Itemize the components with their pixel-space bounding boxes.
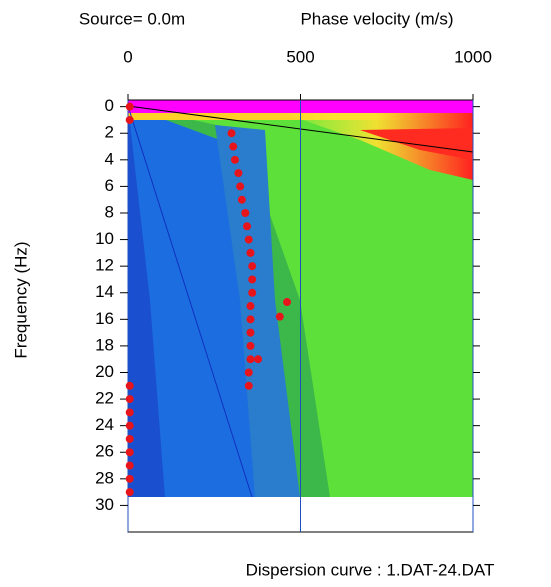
y-tick-label: 14: [95, 282, 114, 301]
point: [254, 355, 263, 364]
point: [234, 169, 243, 178]
point: [125, 115, 134, 124]
chart-title: Source= 0.0m: [79, 9, 185, 28]
point: [244, 381, 253, 390]
y-tick-label: 0: [105, 96, 114, 115]
point: [230, 155, 239, 164]
point: [227, 129, 236, 138]
point: [236, 182, 245, 191]
y-tick-label: 6: [105, 176, 114, 195]
y-tick-label: 2: [105, 123, 114, 142]
point: [125, 474, 134, 483]
y-tick-label: 28: [95, 468, 114, 487]
point: [125, 448, 134, 457]
point: [248, 288, 257, 297]
point: [241, 208, 250, 217]
point: [246, 355, 255, 364]
caption: Dispersion curve : 1.DAT-24.DAT: [246, 560, 495, 579]
x-tick-label: 1000: [454, 47, 492, 66]
point: [248, 262, 257, 271]
x-axis-label: Phase velocity (m/s): [300, 9, 453, 28]
point: [237, 195, 246, 204]
point: [246, 248, 255, 257]
y-tick-label: 4: [105, 149, 114, 168]
point: [248, 275, 257, 284]
y-tick-label: 16: [95, 309, 114, 328]
x-tick-label: 0: [123, 47, 132, 66]
point: [246, 315, 255, 324]
y-tick-label: 20: [95, 362, 114, 381]
point: [275, 312, 284, 321]
point: [283, 298, 292, 307]
point: [125, 434, 134, 443]
y-tick-label: 26: [95, 442, 114, 461]
point: [125, 408, 134, 417]
point: [125, 102, 134, 111]
point: [246, 328, 255, 337]
x-tick-label: 500: [286, 47, 314, 66]
point: [229, 142, 238, 151]
y-axis-label: Frequency (Hz): [11, 241, 30, 358]
y-tick-label: 30: [95, 495, 114, 514]
y-tick-label: 24: [95, 415, 114, 434]
y-tick-label: 12: [95, 256, 114, 275]
y-tick-label: 18: [95, 335, 114, 354]
point: [243, 222, 252, 231]
point: [125, 381, 134, 390]
reference-line: [127, 105, 253, 498]
y-tick-label: 10: [95, 229, 114, 248]
point: [125, 395, 134, 404]
y-tick-label: 22: [95, 389, 114, 408]
point: [125, 461, 134, 470]
point: [125, 488, 134, 497]
point: [125, 421, 134, 430]
y-tick-label: 8: [105, 202, 114, 221]
point: [244, 368, 253, 377]
point: [244, 235, 253, 244]
point: [246, 341, 255, 350]
point: [246, 302, 255, 311]
